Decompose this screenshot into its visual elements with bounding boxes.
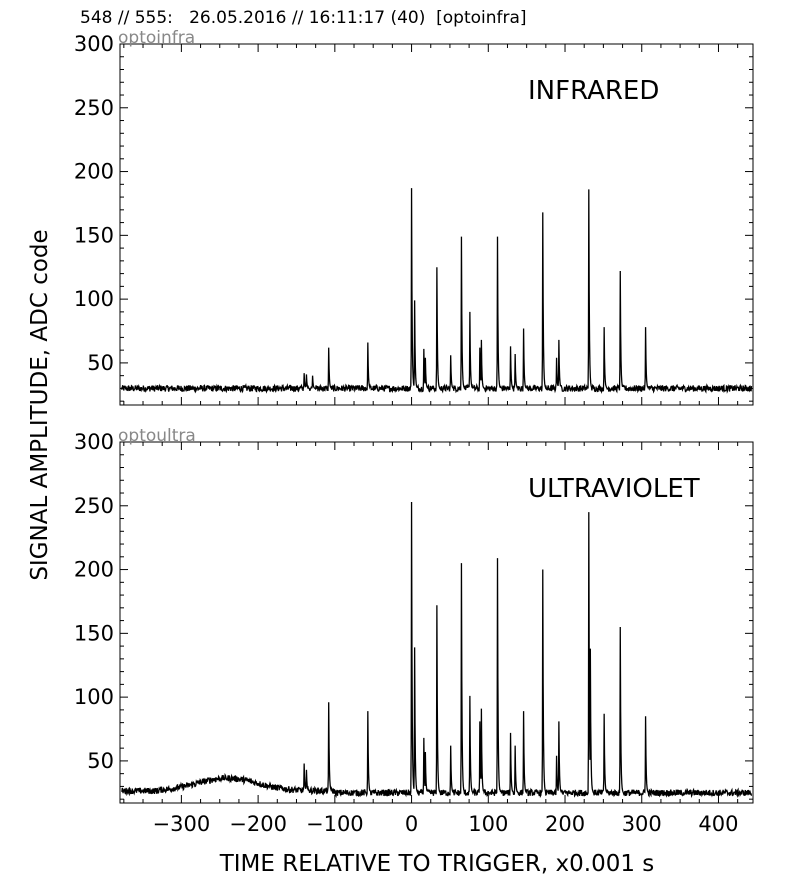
signal-peak	[469, 311, 470, 312]
signal-peak	[450, 745, 451, 746]
y-tick-label: 250	[74, 96, 114, 120]
plot-frame	[119, 43, 754, 406]
signal-peak	[461, 563, 462, 564]
signal-trace	[121, 501, 753, 799]
signal-peak	[558, 339, 559, 340]
signal-peak	[423, 348, 424, 349]
y-tick-label: 150	[74, 223, 114, 247]
signal-peak	[436, 605, 437, 606]
signal-peak	[306, 769, 307, 770]
x-tick-label: −100	[306, 812, 364, 836]
signal-peak	[510, 346, 511, 347]
x-tick-label: 0	[405, 812, 418, 836]
y-tick-label: 50	[87, 749, 114, 773]
signal-peak	[411, 501, 412, 502]
panel-tag: optoinfra	[118, 28, 195, 48]
panel-title: ULTRAVIOLET	[528, 474, 700, 504]
signal-peak	[556, 755, 557, 756]
signal-peak	[304, 373, 305, 374]
signal-peak	[436, 267, 437, 268]
signal-peak	[556, 357, 557, 358]
signal-peak	[481, 339, 482, 340]
x-tick-label: −300	[153, 812, 211, 836]
signal-trace	[120, 188, 753, 394]
signal-peak	[481, 708, 482, 709]
signal-peak	[328, 347, 329, 348]
x-tick-label: −200	[229, 812, 287, 836]
y-tick-label: 100	[74, 287, 114, 311]
signal-peak	[497, 236, 498, 237]
signal-peak	[425, 357, 426, 358]
signal-peak	[588, 189, 589, 190]
signal-peak	[515, 353, 516, 354]
signal-peak	[450, 355, 451, 356]
signal-peak	[479, 347, 480, 348]
signal-peak	[645, 327, 646, 328]
y-tick-label: 300	[74, 32, 114, 56]
y-tick-label: 200	[74, 160, 114, 184]
y-tick-label: 50	[87, 351, 114, 375]
signal-peak	[367, 342, 368, 343]
signal-peak	[469, 695, 470, 696]
signal-peak	[367, 711, 368, 712]
x-tick-label: 100	[468, 812, 508, 836]
signal-peak	[588, 512, 589, 513]
signal-peak	[510, 732, 511, 733]
signal-peak	[645, 716, 646, 717]
signal-peak	[604, 327, 605, 328]
signal-peak	[620, 626, 621, 627]
signal-peak	[523, 328, 524, 329]
y-tick-label: 200	[74, 558, 114, 582]
panel-ultraviolet: 50 100 150 200 250 300 −300 −200 −100 0 100 200 300 4…	[74, 426, 754, 836]
signal-peak	[328, 702, 329, 703]
signal-peak	[411, 188, 412, 189]
signal-peak	[461, 236, 462, 237]
x-tick-label: 200	[545, 812, 585, 836]
signal-peak	[542, 569, 543, 570]
x-axis-label: TIME RELATIVE TO TRIGGER, x0.001 s	[219, 851, 655, 877]
signal-peak	[497, 557, 498, 558]
signal-peak	[423, 737, 424, 738]
signal-peak	[479, 721, 480, 722]
signal-peak	[304, 763, 305, 764]
x-tick-label: 300	[622, 812, 662, 836]
y-tick-label: 250	[74, 494, 114, 518]
signal-peak	[425, 751, 426, 752]
signal-peak	[620, 270, 621, 271]
signal-peak	[604, 713, 605, 714]
y-tick-label: 150	[74, 621, 114, 645]
signal-peak	[312, 375, 313, 376]
signal-peak	[590, 648, 591, 649]
x-tick-label: 400	[698, 812, 738, 836]
panel-infrared: 50 100 150 200 250 300 optoinfra INFRARED	[74, 28, 754, 406]
panel-title: INFRARED	[528, 76, 659, 106]
signal-peak	[414, 647, 415, 648]
signal-peak	[414, 300, 415, 301]
signal-peak	[523, 711, 524, 712]
chart-header: 548 // 555: 26.05.2016 // 16:11:17 (40) …	[80, 8, 527, 28]
y-tick-label: 300	[74, 430, 114, 454]
signal-peak	[306, 374, 307, 375]
signal-peak	[558, 721, 559, 722]
plot-frame	[119, 441, 754, 804]
signal-peak	[542, 212, 543, 213]
panel-tag: optoultra	[118, 426, 196, 446]
y-tick-label: 100	[74, 685, 114, 709]
signal-peak	[515, 745, 516, 746]
